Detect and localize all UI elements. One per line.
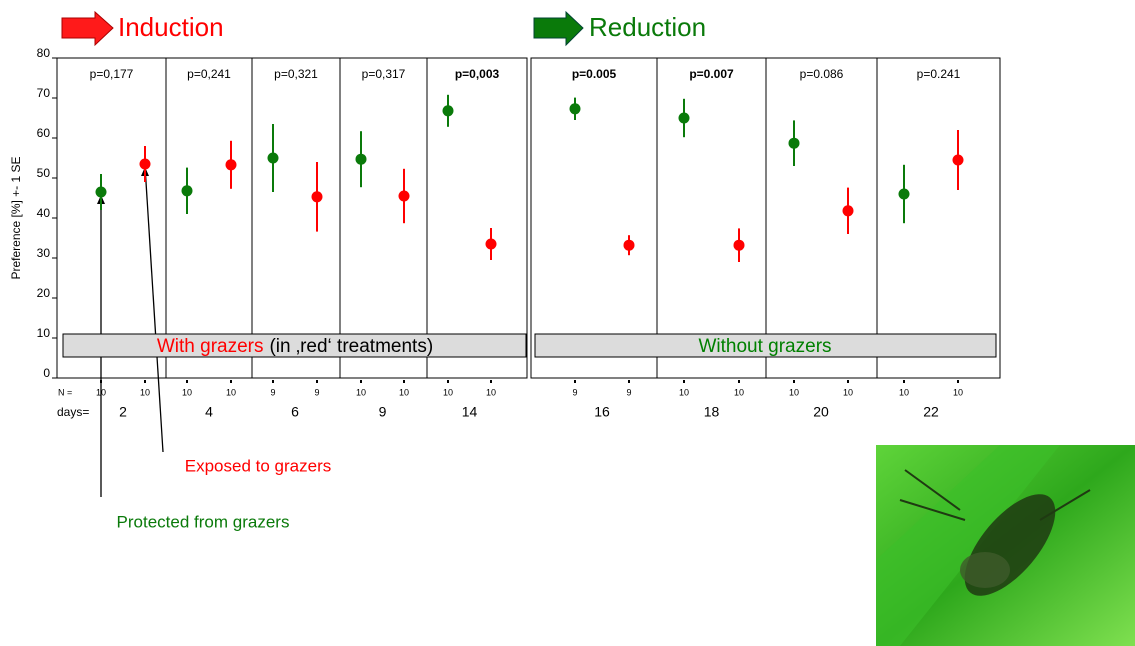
y-tick-label: 0 (43, 366, 50, 380)
arrow-head (97, 167, 149, 204)
point (182, 185, 193, 196)
point (399, 191, 410, 202)
phase-label: Induction (118, 12, 224, 42)
n-count: 9 (314, 387, 319, 397)
point (953, 155, 964, 166)
band-label-part: Without grazers (698, 336, 831, 357)
x-axis-label: days= (57, 405, 89, 419)
point (226, 159, 237, 170)
x-tick-label: 20 (813, 404, 829, 420)
p-value: p=0.241 (917, 67, 961, 81)
point (268, 153, 279, 164)
p-value: p=0,177 (90, 67, 134, 81)
n-count: 9 (270, 387, 275, 397)
point (312, 191, 323, 202)
x-tick-label: 16 (594, 404, 610, 420)
reduction-arrow (534, 12, 583, 45)
n-count: 10 (140, 387, 150, 397)
p-value: p=0,321 (274, 67, 318, 81)
plot-frame (57, 58, 1000, 378)
y-tick-label: 40 (37, 206, 51, 220)
band-label-part: (in ‚red‘ treatments) (269, 336, 433, 357)
n-count: 10 (443, 387, 453, 397)
point (734, 240, 745, 251)
band-label-part: With grazers (157, 336, 264, 357)
point (443, 105, 454, 116)
x-tick-label: 6 (291, 404, 299, 420)
y-tick-label: 10 (37, 326, 51, 340)
point (356, 154, 367, 165)
y-tick-label: 70 (37, 86, 51, 100)
n-count: 10 (953, 387, 963, 397)
point (570, 103, 581, 114)
p-value: p=0.007 (689, 67, 734, 81)
p-value: p=0.086 (800, 67, 844, 81)
n-count: 10 (399, 387, 409, 397)
n-count: 10 (899, 387, 909, 397)
point (679, 113, 690, 124)
x-tick-label: 18 (704, 404, 720, 420)
y-tick-label: 30 (37, 246, 51, 260)
n-count: 10 (486, 387, 496, 397)
band-label: Without grazers (698, 336, 831, 357)
y-tick-label: 60 (37, 126, 51, 140)
p-value: p=0,317 (362, 67, 406, 81)
slide: Induction Reduction Preference [%] +- 1 … (0, 0, 1135, 646)
phase-label: Reduction (589, 12, 706, 42)
point (789, 138, 800, 149)
y-tick-label: 20 (37, 286, 51, 300)
n-count: 9 (572, 387, 577, 397)
n-count: 10 (356, 387, 366, 397)
band-label: With grazers(in ‚red‘ treatments) (157, 336, 433, 357)
legend-label: Exposed to grazers (185, 456, 331, 475)
x-tick-label: 9 (379, 404, 387, 420)
photo (876, 445, 1135, 646)
n-count: 10 (182, 387, 192, 397)
n-count: 9 (626, 387, 631, 397)
y-axis-label: Preference [%] +- 1 SE (9, 156, 23, 279)
n-count: 10 (226, 387, 236, 397)
point (624, 240, 635, 251)
n-count: 10 (734, 387, 744, 397)
legend-label: Protected from grazers (117, 512, 290, 531)
p-value: p=0,003 (455, 67, 500, 81)
n-count: 10 (789, 387, 799, 397)
y-tick-label: 80 (37, 46, 51, 60)
point (96, 187, 107, 198)
p-value: p=0.005 (572, 67, 617, 81)
n-label: N = (58, 387, 72, 397)
x-tick-label: 14 (462, 404, 478, 420)
point (843, 205, 854, 216)
induction-arrow (62, 12, 113, 45)
x-tick-label: 2 (119, 404, 127, 420)
n-count: 10 (843, 387, 853, 397)
point (486, 239, 497, 250)
point (140, 159, 151, 170)
point (899, 189, 910, 200)
n-count: 10 (96, 387, 106, 397)
x-tick-label: 22 (923, 404, 939, 420)
p-value: p=0,241 (187, 67, 231, 81)
y-tick-label: 50 (37, 166, 51, 180)
x-tick-label: 4 (205, 404, 213, 420)
n-count: 10 (679, 387, 689, 397)
